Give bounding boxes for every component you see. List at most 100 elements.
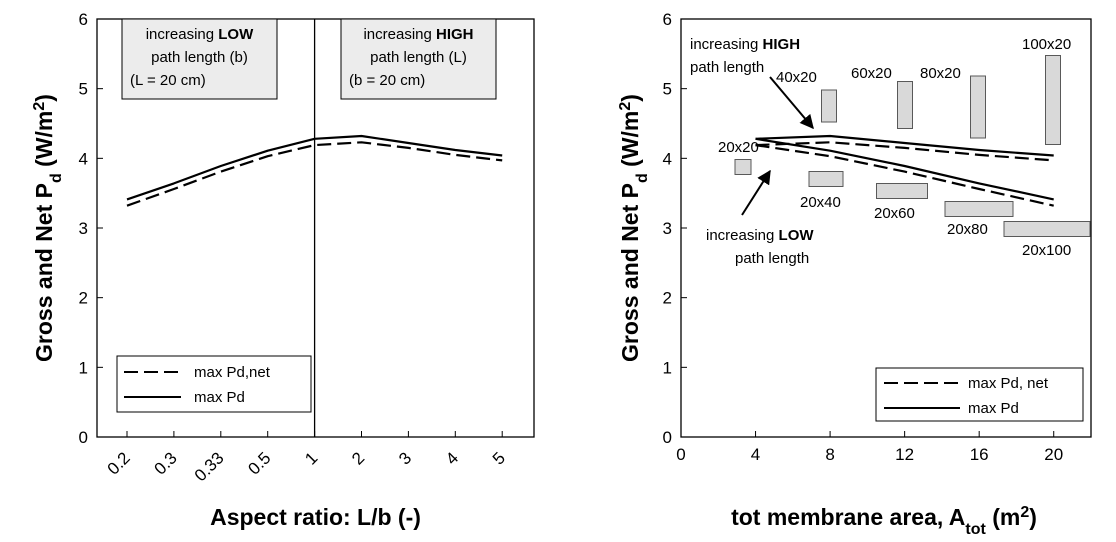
membrane-label-20x80: 20x80 xyxy=(947,221,988,238)
right-x-tick-label: 4 xyxy=(751,445,760,464)
right-annotation-high: increasing HIGH path length xyxy=(690,36,800,76)
right-y-tick-label: 1 xyxy=(663,358,672,377)
left-annotation-low-bg xyxy=(121,18,278,100)
right-annotation-low-line2: path length xyxy=(735,250,809,267)
membrane-label-20x60: 20x60 xyxy=(874,205,915,222)
left-annotation-high-bg xyxy=(340,18,497,100)
right-x-tick-label: 12 xyxy=(895,445,914,464)
membrane-label-20x40: 20x40 xyxy=(800,194,841,211)
right-legend-net-label: max Pd, net xyxy=(968,375,1049,392)
left-y-tick-label: 2 xyxy=(79,289,88,308)
left-y-tick-label: 3 xyxy=(79,219,88,238)
left-x-tick-label: 0.2 xyxy=(104,448,134,478)
right-legend: max Pd, net max Pd xyxy=(875,367,1084,422)
left-annotation-low-line1-bold: LOW xyxy=(218,26,254,43)
left-y-tick-label: 0 xyxy=(79,428,88,447)
left-legend-gross-label: max Pd xyxy=(194,389,245,406)
right-annotation-low-line1-bold: LOW xyxy=(779,227,815,244)
membrane-shape-100x20 xyxy=(1045,55,1061,145)
right-y-label-sup: 2 xyxy=(617,102,634,111)
left-legend: max Pd,net max Pd xyxy=(116,355,312,413)
left-x-tick-label: 0.5 xyxy=(244,448,274,478)
right-x-label-close: ) xyxy=(1029,504,1037,530)
right-series-high-net xyxy=(755,141,1054,162)
right-y-tick-label: 0 xyxy=(663,428,672,447)
right-series-high-gross xyxy=(755,134,1054,157)
left-series-gross xyxy=(126,134,503,201)
left-x-axis-label: Aspect ratio: L/b (-) xyxy=(210,504,421,530)
membrane-shape-20x20 xyxy=(734,159,752,175)
left-series-net xyxy=(126,141,503,207)
left-annotation-high-line1: increasing HIGH xyxy=(363,26,473,43)
right-y-label-sub: d xyxy=(634,173,651,183)
right-x-label-unit: (m xyxy=(986,504,1021,530)
left-y-label-main: Gross and Net P xyxy=(31,183,57,362)
right-y-tick-label: 2 xyxy=(663,289,672,308)
right-legend-box xyxy=(875,367,1084,422)
membrane-shape-20x100 xyxy=(1003,221,1091,237)
left-x-tick-label: 3 xyxy=(395,448,415,468)
membrane-label-100x20: 100x20 xyxy=(1022,36,1071,53)
left-annotation-low-line2: path length (b) xyxy=(151,49,248,66)
left-annotation-low: increasing LOW path length (b) (L = 20 cm) xyxy=(121,18,278,100)
membrane-label-20x100: 20x100 xyxy=(1022,242,1071,259)
right-x-tick-label: 16 xyxy=(970,445,989,464)
left-y-tick-label: 1 xyxy=(79,358,88,377)
membrane-label-20x20: 20x20 xyxy=(718,139,759,156)
right-x-axis-label: tot membrane area, Atot (m2) xyxy=(731,504,1037,538)
right-arrow-low xyxy=(741,169,771,216)
right-x-label-sup: 2 xyxy=(1020,504,1029,521)
left-annotation-high-line1-text: increasing xyxy=(363,26,436,43)
left-legend-box xyxy=(116,355,312,413)
left-y-axis-label: Gross and Net Pd (W/m2) xyxy=(31,94,65,362)
left-y-tick-label: 4 xyxy=(79,149,88,168)
left-annotation-high-line1-bold: HIGH xyxy=(436,26,474,43)
right-x-tick-label: 20 xyxy=(1044,445,1063,464)
left-annotation-high-line3: (b = 20 cm) xyxy=(349,72,425,89)
right-annotation-high-line1: increasing HIGH xyxy=(690,36,800,53)
left-x-tick-label: 1 xyxy=(301,448,321,468)
right-annotation-low-line1: increasing LOW xyxy=(706,227,814,244)
membrane-shape-40x20 xyxy=(821,89,837,123)
left-y-label-unit: (W/m xyxy=(31,111,57,174)
left-y-tick-label: 5 xyxy=(79,80,88,99)
left-y-label-sub: d xyxy=(48,173,65,183)
right-series-low-net xyxy=(755,144,1054,207)
membrane-shape-20x80 xyxy=(944,201,1014,217)
right-y-label-unit: (W/m xyxy=(617,111,643,174)
right-y-tick-label: 3 xyxy=(663,219,672,238)
left-y-label-sup: 2 xyxy=(31,102,48,111)
right-arrow-high xyxy=(769,76,814,130)
right-x-tick-label: 8 xyxy=(825,445,834,464)
right-y-tick-label: 6 xyxy=(663,10,672,29)
right-annotation-low-line1-text: increasing xyxy=(706,227,779,244)
left-legend-net-label: max Pd,net xyxy=(194,364,271,381)
left-x-tick-label: 0.33 xyxy=(191,448,228,485)
right-y-axis-label: Gross and Net Pd (W/m2) xyxy=(617,94,651,362)
left-annotation-low-line3: (L = 20 cm) xyxy=(130,72,206,89)
left-chart: 0 1 2 3 4 5 6 0.2 0.3 0.33 0.5 1 2 3 4 5 increasing LOW p… xyxy=(31,10,535,530)
left-annotation-low-line1-text: increasing xyxy=(146,26,219,43)
right-annotation-low: increasing LOW path length xyxy=(706,227,814,267)
membrane-shape-20x40 xyxy=(808,171,844,187)
left-annotation-high: increasing HIGH path length (L) (b = 20 cm… xyxy=(340,18,497,100)
left-x-tick-label: 2 xyxy=(348,448,368,468)
membrane-shape-80x20 xyxy=(970,75,986,139)
right-x-label-main: tot membrane area, A xyxy=(731,504,965,530)
left-x-tick-label: 4 xyxy=(442,448,462,468)
left-y-tick-label: 6 xyxy=(79,10,88,29)
left-annotation-high-line2: path length (L) xyxy=(370,49,467,66)
right-y-tick-label: 5 xyxy=(663,80,672,99)
right-annotation-high-line1-text: increasing xyxy=(690,36,763,53)
membrane-label-60x20: 60x20 xyxy=(851,65,892,82)
right-series-low-gross xyxy=(755,137,1054,201)
right-annotation-high-line2: path length xyxy=(690,59,764,76)
left-annotation-low-line1: increasing LOW xyxy=(146,26,254,43)
right-x-tick-label: 0 xyxy=(676,445,685,464)
right-legend-gross-label: max Pd xyxy=(968,400,1019,417)
right-y-label-main: Gross and Net P xyxy=(617,183,643,362)
right-annotation-high-line1-bold: HIGH xyxy=(763,36,801,53)
right-y-tick-label: 4 xyxy=(663,149,672,168)
